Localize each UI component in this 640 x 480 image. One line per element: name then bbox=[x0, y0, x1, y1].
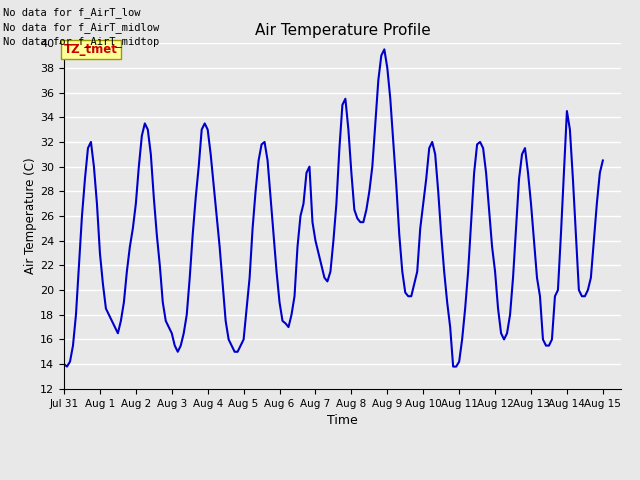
Title: Air Temperature Profile: Air Temperature Profile bbox=[255, 23, 430, 38]
Text: No data for f_AirT_midtop: No data for f_AirT_midtop bbox=[3, 36, 159, 47]
Text: TZ_tmet: TZ_tmet bbox=[64, 43, 118, 56]
Text: No data for f_AirT_midlow: No data for f_AirT_midlow bbox=[3, 22, 159, 33]
Text: No data for f_AirT_low: No data for f_AirT_low bbox=[3, 7, 141, 18]
Y-axis label: Air Temperature (C): Air Temperature (C) bbox=[24, 158, 37, 274]
X-axis label: Time: Time bbox=[327, 414, 358, 427]
